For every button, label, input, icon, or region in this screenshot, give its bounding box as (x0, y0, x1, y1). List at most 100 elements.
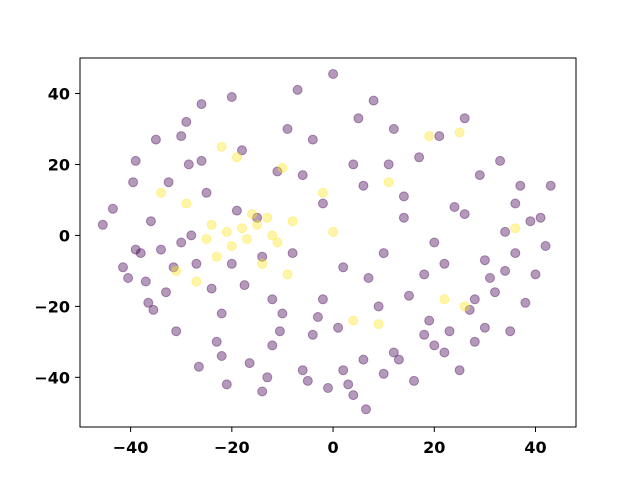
scatter-point-s1-8 (221, 226, 232, 237)
scatter-point-s1-11 (237, 223, 247, 234)
scatter-point-s1-24 (348, 315, 359, 326)
scatter-point-s0-13 (161, 287, 171, 298)
scatter-point-s1-27 (424, 131, 435, 142)
scatter-point-s0-72 (449, 202, 460, 212)
scatter-point-s0-38 (282, 124, 293, 134)
plot-frame (79, 57, 577, 428)
scatter-point-s0-43 (307, 134, 318, 145)
scatter-point-s0-42 (302, 375, 313, 386)
scatter-point-s0-46 (323, 383, 333, 393)
scatter-point-s0-93 (176, 237, 187, 248)
scatter-point-s0-48 (333, 322, 344, 333)
scatter-point-s0-103 (378, 248, 389, 259)
scatter-point-s1-21 (287, 216, 298, 227)
scatter-point-s1-29 (454, 127, 465, 138)
scatter-point-s0-83 (505, 326, 516, 337)
scatter-point-s1-28 (439, 294, 450, 305)
scatter-point-s0-29 (231, 205, 242, 216)
scatter-point-s0-89 (535, 212, 546, 223)
scatter-point-s0-10 (148, 304, 159, 315)
scatter-point-s0-109 (500, 226, 511, 237)
scatter-point-s0-51 (348, 390, 359, 401)
scatter-point-s0-58 (378, 368, 389, 379)
scatter-point-s1-2 (181, 198, 192, 209)
scatter-point-s0-28 (226, 92, 237, 102)
scatter-point-s0-59 (383, 159, 394, 170)
scatter-point-s0-36 (272, 166, 283, 177)
x-tick-label: −20 (214, 438, 250, 457)
scatter-point-s0-7 (135, 248, 146, 259)
scatter-point-s0-33 (257, 386, 268, 397)
scatter-point-s0-92 (145, 216, 156, 227)
scatter-point-s0-84 (510, 248, 521, 259)
scatter-point-s0-61 (393, 354, 404, 365)
scatter-point-s0-63 (404, 290, 414, 301)
scatter-point-s0-73 (454, 365, 465, 376)
y-tick-label: 20 (48, 155, 70, 174)
scatter-point-s1-0 (156, 187, 166, 198)
scatter-point-s0-99 (297, 170, 308, 181)
scatter-point-s0-53 (358, 354, 369, 365)
scatter-point-s0-23 (201, 187, 212, 198)
scatter-point-s0-64 (409, 375, 419, 386)
scatter-points (97, 69, 556, 415)
scatter-point-s0-5 (130, 155, 141, 166)
scatter-point-s0-31 (244, 358, 255, 369)
scatter-point-s0-35 (267, 340, 278, 351)
scatter-point-s0-70 (439, 347, 450, 358)
scatter-point-s1-18 (272, 237, 283, 248)
scatter-point-s1-20 (282, 269, 293, 280)
scatter-point-s0-98 (277, 308, 288, 319)
scatter-point-s0-34 (262, 372, 273, 383)
scatter-point-s0-105 (419, 269, 430, 280)
scatter-point-s0-101 (338, 262, 349, 273)
scatter-point-s0-108 (479, 255, 490, 266)
scatter-point-s0-57 (373, 301, 384, 312)
scatter-point-s0-19 (183, 159, 194, 170)
scatter-point-s1-3 (191, 276, 202, 287)
scatter-point-s0-76 (469, 336, 480, 347)
scatter-point-s0-102 (358, 180, 369, 191)
scatter-point-s1-12 (242, 234, 252, 244)
scatter-point-s1-4 (201, 234, 212, 244)
scatter-point-s0-111 (226, 258, 237, 269)
x-tick-label: 20 (423, 438, 445, 457)
scatter-point-s0-6 (130, 244, 141, 255)
scatter-point-s0-62 (398, 212, 409, 223)
scatter-point-s0-74 (459, 113, 470, 124)
scatter-point-s0-4 (128, 177, 139, 188)
scatter-point-s1-10 (231, 152, 242, 163)
scatter-point-s0-95 (216, 308, 227, 319)
scatter-point-s0-55 (363, 273, 374, 283)
scatter-point-s0-96 (237, 145, 247, 156)
scatter-point-s0-18 (181, 116, 192, 127)
scatter-point-s0-45 (317, 294, 328, 305)
scatter-point-s1-14 (252, 219, 263, 230)
scatter-point-s1-9 (226, 241, 237, 251)
scatter-point-s0-67 (424, 315, 435, 326)
scatter-point-s1-26 (383, 177, 394, 188)
scatter-point-s0-32 (252, 212, 263, 223)
scatter-point-s0-8 (140, 276, 151, 287)
scatter-point-s0-40 (292, 84, 303, 95)
scatter-point-s0-107 (459, 209, 470, 220)
x-tick-label: −40 (113, 438, 149, 457)
scatter-point-s0-9 (143, 297, 154, 308)
x-tick-label: 0 (327, 438, 338, 457)
scatter-point-s0-16 (171, 326, 182, 337)
scatter-point-s0-1 (107, 203, 118, 214)
scatter-point-s0-94 (196, 155, 207, 166)
scatter-point-s0-112 (267, 294, 278, 305)
scatter-point-s1-31 (510, 223, 521, 234)
scatter-point-s0-106 (439, 258, 450, 269)
scatter-point-s1-23 (328, 226, 339, 237)
scatter-point-s0-87 (525, 216, 536, 227)
scatter-point-s0-79 (485, 273, 495, 283)
scatter-point-s0-15 (168, 262, 179, 273)
y-tick-label: 0 (59, 226, 70, 245)
scatter-point-s1-5 (206, 219, 217, 230)
scatter-point-s0-44 (312, 312, 323, 322)
scatter-point-s0-47 (328, 69, 339, 79)
scatter-point-s0-75 (464, 304, 475, 315)
scatter-point-s0-116 (429, 237, 440, 248)
